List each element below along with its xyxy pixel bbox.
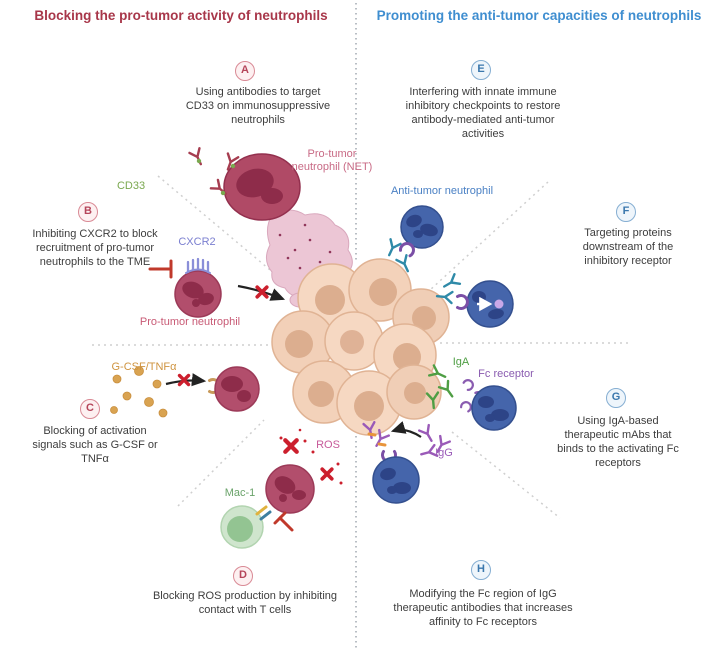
badge-e: E — [471, 60, 491, 80]
label-cd33: CD33 — [116, 180, 146, 192]
iga-fc-illustration — [425, 364, 517, 431]
ros-tcell-illustration — [220, 428, 343, 549]
label-ros: ROS — [316, 439, 340, 451]
left-column-title: Blocking the pro-tumor activity of neutr… — [34, 8, 328, 23]
blocked-cross-icon — [285, 440, 296, 451]
sector-guide-lines — [92, 175, 632, 519]
blocked-cross-icon — [320, 467, 334, 481]
label-igg: IgG — [435, 447, 453, 459]
section-c-text: Blocking of activation signals such as G… — [32, 425, 158, 466]
cxcr2-neutrophil-illustration — [148, 257, 286, 318]
anti-tumor-neutrophils-illustration — [383, 205, 514, 328]
badge-f: F — [616, 202, 636, 222]
badge-d: D — [233, 566, 253, 586]
section-b-text: Inhibiting CXCR2 to block recruitment of… — [32, 228, 158, 269]
badge-g: G — [606, 388, 626, 408]
cytokine-dots-icon — [110, 366, 168, 418]
label-anti-tumor-neutrophil: Anti-tumor neutrophil — [390, 185, 494, 197]
cxcr2-receptor-icon — [185, 257, 211, 274]
badge-h: H — [471, 560, 491, 580]
fc-modified-antibody-icon — [362, 420, 390, 450]
label-iga: IgA — [452, 356, 470, 368]
downstream-protein-icon — [494, 299, 504, 309]
label-fc-receptor: Fc receptor — [478, 368, 534, 380]
section-f-text: Targeting proteins downstream of the inh… — [582, 227, 674, 268]
badge-b: B — [78, 202, 98, 222]
tumor-mass — [271, 258, 450, 436]
label-pro-tumor-neutrophil: Pro-tumor neutrophil — [139, 316, 241, 328]
igg-fc-modification-illustration — [362, 420, 451, 504]
label-cxcr2: CXCR2 — [178, 236, 216, 248]
mac1-contact-icon — [255, 505, 272, 521]
right-column-title: Promoting the anti-tumor capacities of n… — [376, 8, 702, 23]
inhibitor-tbar-icon — [273, 511, 294, 532]
gcsf-signal-illustration — [110, 366, 260, 418]
label-mac1: Mac-1 — [224, 487, 256, 499]
label-pro-tumor-net: Pro-tumor neutrophil (NET) — [291, 148, 373, 174]
modification-arrow — [390, 421, 422, 438]
anti-tumor-neutrophil-cell — [471, 385, 517, 431]
section-g-text: Using IgA-based therapeutic mAbs that bi… — [557, 415, 679, 470]
section-h-text: Modifying the Fc region of IgG therapeut… — [393, 588, 573, 629]
label-gcsf-tnfa: G-CSF/TNFα — [111, 361, 177, 373]
badge-c: C — [80, 399, 100, 419]
inhibitory-receptor-icon — [456, 294, 469, 310]
section-e-text: Interfering with innate immune inhibitor… — [405, 86, 561, 141]
section-d-text: Blocking ROS production by inhibiting co… — [152, 590, 338, 617]
anti-tumor-neutrophil-cell — [372, 456, 420, 504]
inhibitor-tbar-icon — [148, 259, 173, 279]
badge-a: A — [235, 61, 255, 81]
section-a-text: Using antibodies to target CD33 on immun… — [185, 86, 331, 127]
